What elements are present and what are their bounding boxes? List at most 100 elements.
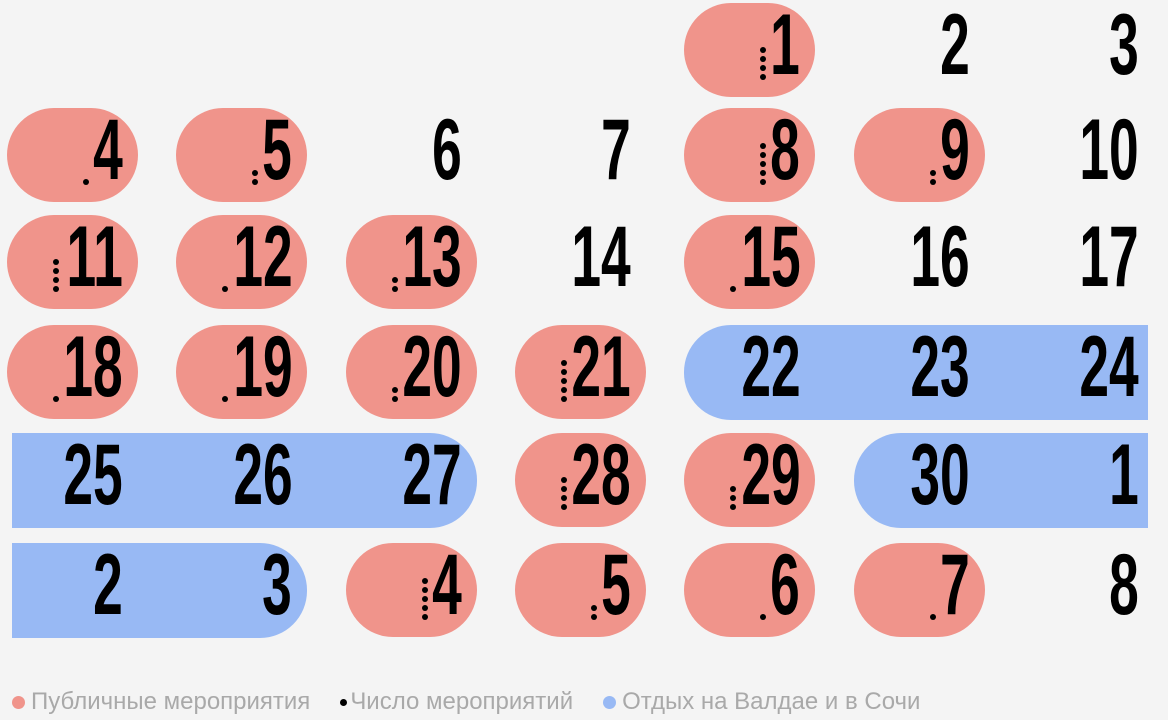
public-event-pill bbox=[7, 325, 138, 419]
day-number: 5 bbox=[262, 102, 293, 198]
event-dot bbox=[929, 614, 936, 620]
day-number: 16 bbox=[910, 209, 970, 305]
vacation-band bbox=[12, 543, 308, 638]
day-number: 1 bbox=[770, 0, 801, 93]
event-dot bbox=[391, 387, 398, 393]
event-count-dots bbox=[252, 170, 259, 185]
event-dot bbox=[421, 596, 428, 602]
day-number: 24 bbox=[1079, 319, 1139, 415]
day-number: 26 bbox=[232, 427, 293, 523]
day-number: 8 bbox=[1109, 537, 1139, 633]
event-dot bbox=[391, 396, 398, 402]
day-number: 6 bbox=[431, 102, 462, 198]
day-number: 6 bbox=[770, 537, 801, 633]
event-count-dots bbox=[730, 486, 737, 510]
event-dot bbox=[760, 179, 767, 185]
event-dot bbox=[222, 396, 229, 402]
day-number: 20 bbox=[402, 319, 462, 415]
event-dot bbox=[560, 360, 567, 366]
event-count-dots bbox=[760, 614, 767, 620]
event-dot bbox=[760, 161, 767, 167]
legend: Публичные мероприятия Число мероприятий … bbox=[12, 688, 920, 716]
day-number: 18 bbox=[63, 319, 123, 415]
day-number: 2 bbox=[93, 537, 123, 633]
day-number: 4 bbox=[93, 102, 123, 198]
legend-item-public: Публичные мероприятия bbox=[12, 688, 310, 716]
event-count-dots bbox=[391, 387, 398, 402]
day-number: 5 bbox=[601, 537, 631, 633]
event-dot bbox=[730, 286, 737, 292]
event-count-dots bbox=[222, 396, 229, 402]
day-number: 7 bbox=[601, 102, 631, 198]
event-dot bbox=[760, 65, 767, 71]
event-count-dots bbox=[83, 179, 89, 185]
event-dot bbox=[590, 614, 597, 620]
public-event-pill bbox=[7, 108, 138, 202]
event-count-dots bbox=[590, 605, 597, 620]
day-number: 30 bbox=[910, 427, 970, 523]
day-number: 22 bbox=[740, 319, 801, 415]
event-count-dots bbox=[929, 170, 936, 185]
event-dot bbox=[421, 578, 428, 584]
day-number: 7 bbox=[939, 537, 970, 633]
public-event-pill bbox=[514, 325, 646, 419]
day-number: 23 bbox=[910, 319, 970, 415]
legend-dot bbox=[12, 695, 25, 709]
event-dot bbox=[730, 486, 737, 492]
event-count-dots bbox=[53, 259, 59, 292]
event-dot bbox=[421, 605, 428, 611]
event-dot bbox=[929, 179, 936, 185]
legend-item-events: Число мероприятий bbox=[340, 688, 573, 716]
public-event-pill bbox=[684, 3, 816, 97]
vacation-band bbox=[853, 433, 1148, 528]
event-dot bbox=[560, 504, 567, 510]
event-dot bbox=[53, 396, 59, 402]
event-dot bbox=[391, 277, 398, 283]
event-dot bbox=[560, 477, 567, 483]
event-dot bbox=[53, 277, 59, 283]
day-number: 11 bbox=[66, 209, 123, 305]
event-dot bbox=[730, 495, 737, 501]
vacation-band bbox=[684, 325, 1148, 420]
event-dot bbox=[560, 396, 567, 402]
day-number: 13 bbox=[402, 209, 462, 305]
day-number: 28 bbox=[571, 427, 631, 523]
public-event-pill bbox=[853, 108, 985, 202]
public-event-pill bbox=[684, 543, 816, 637]
day-number: 19 bbox=[232, 319, 293, 415]
event-dot bbox=[53, 259, 59, 265]
event-dot bbox=[560, 369, 567, 375]
public-event-pill bbox=[176, 108, 308, 202]
day-number: 3 bbox=[1109, 0, 1139, 93]
public-event-pill bbox=[345, 215, 477, 309]
event-dot bbox=[760, 56, 767, 62]
event-count-dots bbox=[391, 277, 398, 292]
legend-label: Число мероприятий bbox=[350, 688, 574, 715]
event-dot bbox=[760, 47, 767, 53]
event-count-dots bbox=[760, 143, 767, 185]
legend-label: Публичные мероприятия bbox=[31, 688, 311, 715]
public-event-pill bbox=[514, 543, 646, 637]
day-number: 29 bbox=[740, 427, 801, 523]
event-dot bbox=[760, 170, 767, 176]
public-event-pill bbox=[684, 433, 816, 527]
event-dot bbox=[421, 614, 428, 620]
day-number: 9 bbox=[939, 102, 970, 198]
day-number: 8 bbox=[770, 102, 801, 198]
event-dot bbox=[760, 143, 767, 149]
public-event-pill bbox=[514, 433, 646, 527]
day-number: 17 bbox=[1079, 209, 1139, 305]
day-number: 10 bbox=[1079, 102, 1139, 198]
day-number: 4 bbox=[431, 537, 462, 633]
day-number: 14 bbox=[571, 209, 631, 305]
event-dot bbox=[760, 614, 767, 620]
event-dot bbox=[730, 504, 737, 510]
day-number: 12 bbox=[232, 209, 293, 305]
day-number: 1 bbox=[1109, 427, 1139, 523]
day-number: 2 bbox=[939, 0, 970, 93]
event-dot bbox=[83, 179, 89, 185]
public-event-pill bbox=[176, 325, 308, 419]
event-dot bbox=[760, 152, 767, 158]
event-count-dots bbox=[560, 477, 567, 510]
event-count-dots bbox=[929, 614, 936, 620]
